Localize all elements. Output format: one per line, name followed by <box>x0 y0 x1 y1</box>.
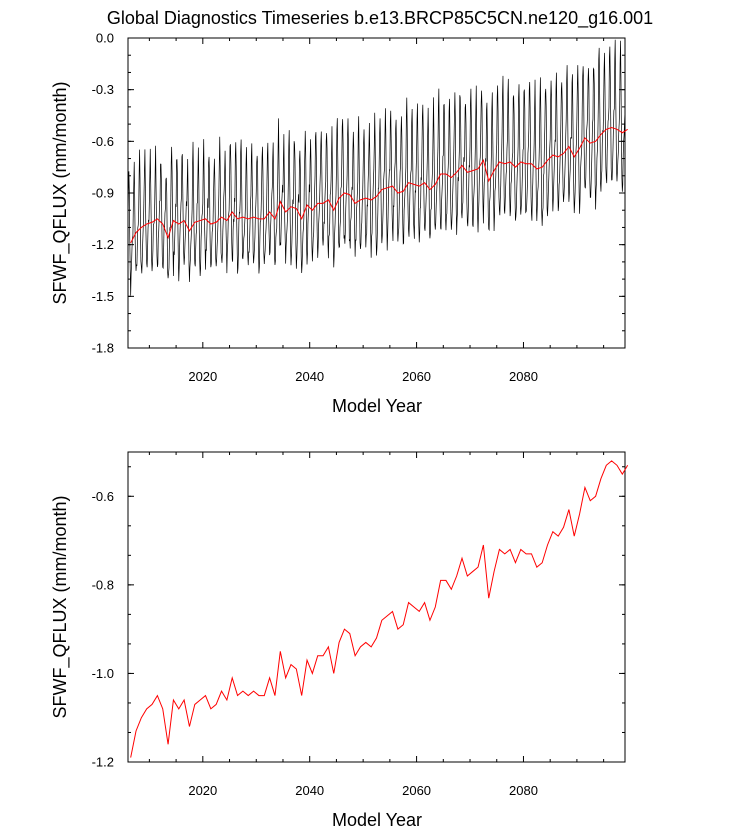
monthly-y-tick-label: 0.0 <box>96 31 114 46</box>
annual-panel: -1.2 -1.0 -0.8 -0.6 2020 2040 2060 2080 Model … <box>50 451 629 830</box>
annual-x-axis: 2020 2040 2060 2080 <box>148 452 605 798</box>
monthly-y-tick-label: -0.3 <box>92 82 114 97</box>
monthly-plot-frame <box>127 37 626 349</box>
monthly-y-axis: -1.8 -1.5 -1.2 -0.9 -0.6 -0.3 0.0 <box>92 31 625 356</box>
annual-x-tick-label: 2080 <box>509 783 538 798</box>
monthly-x-tick-label: 2040 <box>295 369 324 384</box>
monthly-panel: -1.8 -1.5 -1.2 -0.9 -0.6 -0.3 0.0 2020 2040 2060… <box>50 31 628 416</box>
figure-title: Global Diagnostics Timeseries b.e13.BRCP… <box>107 8 653 29</box>
monthly-y-tick-label: -0.6 <box>92 134 114 149</box>
annual-y-tick-label: -0.6 <box>92 489 114 504</box>
monthly-y-tick-label: -1.5 <box>92 289 114 304</box>
annual-y-axis: -1.2 -1.0 -0.8 -0.6 <box>92 466 625 770</box>
annual-y-tick-label: -0.8 <box>92 577 114 592</box>
annual-y-tick-label: -1.2 <box>92 755 114 770</box>
monthly-y-tick-label: -0.9 <box>92 186 114 201</box>
annual-x-tick-label: 2040 <box>295 783 324 798</box>
monthly-series-group <box>127 39 628 296</box>
annual-series-line <box>130 460 629 758</box>
annual-x-axis-title: Model Year <box>332 810 422 830</box>
annual-x-tick-label: 2060 <box>402 783 431 798</box>
annual-series-group <box>130 460 629 758</box>
monthly-y-axis-title: SFWF_QFLUX (mm/month) <box>50 81 71 304</box>
annual-y-axis-title: SFWF_QFLUX (mm/month) <box>50 495 71 718</box>
annual-x-tick-label: 2020 <box>188 783 217 798</box>
monthly-x-tick-label: 2020 <box>188 369 217 384</box>
monthly-x-tick-label: 2080 <box>509 369 538 384</box>
annual-plot-frame <box>127 451 626 763</box>
monthly-series-line <box>127 39 626 296</box>
monthly-x-axis-title: Model Year <box>332 396 422 416</box>
monthly-y-tick-label: -1.2 <box>92 237 114 252</box>
monthly-y-tick-label: -1.8 <box>92 341 114 356</box>
monthly-x-axis: 2020 2040 2060 2080 <box>148 38 605 384</box>
monthly-panel-annual-line <box>130 127 628 244</box>
annual-y-tick-label: -1.0 <box>92 666 114 681</box>
monthly-x-tick-label: 2060 <box>402 369 431 384</box>
